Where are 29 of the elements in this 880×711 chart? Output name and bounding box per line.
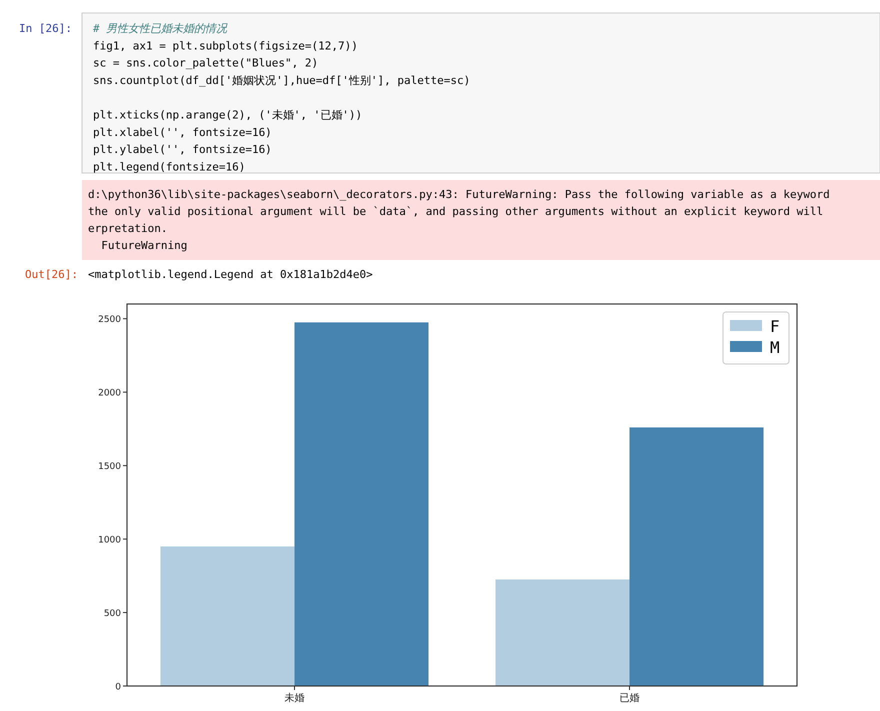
legend-label: M bbox=[770, 338, 780, 357]
text: plt.ylabel('', fontsize=16) bbox=[93, 143, 272, 156]
text: d:\python36\lib\site-packages\seaborn\_decorators.py:43: FutureWarning: Pass the following variable as a keyword bbox=[88, 188, 830, 201]
bar bbox=[630, 427, 764, 686]
text: the only valid positional argument will be `data`, and passing other arguments without an explicit keyword will bbox=[88, 205, 824, 218]
bar bbox=[160, 546, 294, 686]
text: sns.countplot(df_dd['婚姻状况'],hue=df['性别'], palette=sc) bbox=[93, 74, 470, 87]
text: In [26]: bbox=[19, 22, 72, 35]
x-tick-label: 未婚 bbox=[284, 692, 304, 704]
x-tick-label: 已婚 bbox=[620, 693, 640, 704]
text: FutureWarning bbox=[88, 239, 188, 252]
text: <matplotlib.legend.Legend at 0x181a1b2d4e0> bbox=[88, 268, 374, 281]
bar bbox=[294, 322, 428, 686]
y-tick-label: 500 bbox=[104, 609, 122, 620]
text: sc = sns.color_palette("Blues", 2) bbox=[93, 56, 318, 70]
y-tick-label: 1500 bbox=[98, 462, 122, 472]
text: erpretation. bbox=[88, 222, 168, 235]
text: # 男性女性已婚未婚的情况 bbox=[92, 22, 228, 35]
text: plt.xticks(np.arange(2), ('未婚', '已婚')) bbox=[93, 108, 362, 122]
y-tick-label: 0 bbox=[115, 682, 122, 692]
y-tick-label: 2000 bbox=[98, 388, 122, 399]
legend-label: F bbox=[770, 317, 780, 336]
text: plt.legend(fontsize=16) bbox=[93, 160, 246, 174]
y-tick-label: 2500 bbox=[98, 315, 122, 326]
y-tick-label: 1000 bbox=[98, 536, 122, 546]
bar bbox=[496, 579, 630, 686]
text: Out[26]: bbox=[25, 268, 78, 281]
caption: fig1, ax1 = plt.subplots(figsize=(12,7)) bbox=[93, 39, 358, 52]
text: plt.xlabel('', fontsize=16) bbox=[93, 126, 272, 139]
